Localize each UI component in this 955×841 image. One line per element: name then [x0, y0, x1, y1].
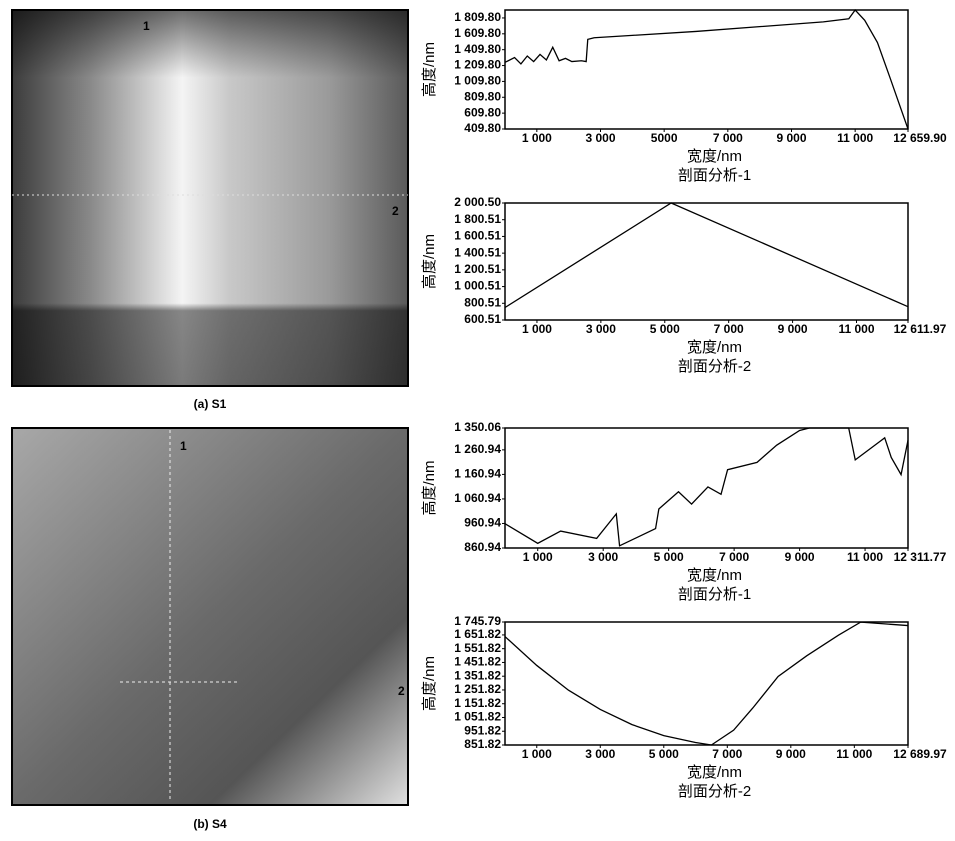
panel-label: (a) S1: [194, 397, 227, 411]
x-tick-label: 1 000: [523, 550, 553, 564]
y-tick-label: 851.82: [464, 737, 501, 751]
y-tick-label: 1 251.82: [454, 682, 501, 696]
y-tick-label: 1 160.94: [454, 467, 501, 481]
x-tick-label: 5 000: [650, 322, 680, 336]
x-tick-label: 9 000: [776, 131, 806, 145]
x-tick-label: 9 000: [785, 550, 815, 564]
y-axis-title: 高度/nm: [421, 656, 438, 711]
y-tick-label: 600.51: [464, 312, 501, 326]
plot-frame: [505, 622, 908, 745]
chart-title: 剖面分析-1: [678, 167, 751, 184]
y-tick-label: 1 000.51: [454, 279, 501, 293]
marker: 2: [398, 684, 405, 698]
y-tick-label: 1 409.80: [454, 42, 501, 56]
x-axis-title: 宽度/nm: [687, 339, 742, 356]
x-tick-label: 12 311.77: [894, 550, 947, 564]
y-tick-label: 1 209.80: [454, 58, 501, 72]
y-tick-label: 800.51: [464, 295, 501, 309]
x-tick-label: 12 659.90: [893, 131, 947, 145]
y-tick-label: 960.94: [464, 516, 501, 530]
plot-frame: [505, 10, 908, 129]
x-tick-label: 3 000: [586, 322, 616, 336]
y-tick-label: 860.94: [464, 540, 501, 554]
x-tick-label: 7 000: [719, 550, 749, 564]
x-axis-title: 宽度/nm: [687, 764, 742, 781]
x-tick-label: 7 000: [714, 322, 744, 336]
y-tick-label: 1 151.82: [454, 696, 501, 710]
profile-line: [505, 10, 908, 129]
y-tick-label: 1 451.82: [454, 655, 501, 669]
profile-line: [505, 622, 908, 745]
y-tick-label: 1 809.80: [454, 10, 501, 24]
y-tick-label: 1 651.82: [454, 627, 501, 641]
chart-title: 剖面分析-2: [678, 783, 751, 800]
x-tick-label: 3 000: [585, 747, 615, 761]
marker: 1: [180, 439, 187, 453]
y-axis-title: 高度/nm: [421, 234, 438, 289]
y-tick-label: 951.82: [464, 723, 501, 737]
chart-title: 剖面分析-2: [678, 358, 751, 375]
y-tick-label: 1 350.06: [454, 420, 501, 434]
y-tick-label: 609.80: [464, 105, 501, 119]
y-tick-label: 1 051.82: [454, 710, 501, 724]
chart-title: 剖面分析-1: [678, 586, 751, 603]
x-tick-label: 12 689.97: [893, 747, 947, 761]
x-tick-label: 7 000: [713, 131, 743, 145]
x-tick-label: 5000: [651, 131, 678, 145]
y-tick-label: 409.80: [464, 121, 501, 135]
y-tick-label: 1 800.51: [454, 212, 501, 226]
x-tick-label: 1 000: [522, 747, 552, 761]
y-tick-label: 1 400.51: [454, 245, 501, 259]
y-tick-label: 1 745.79: [454, 614, 501, 628]
x-axis-title: 宽度/nm: [687, 567, 742, 584]
profile-line: [505, 203, 908, 308]
y-axis-title: 高度/nm: [421, 460, 438, 515]
image-b: [12, 428, 408, 805]
x-tick-label: 3 000: [585, 131, 615, 145]
marker: 2: [392, 204, 399, 218]
y-tick-label: 1 351.82: [454, 668, 501, 682]
y-tick-label: 1 600.51: [454, 229, 501, 243]
x-tick-label: 1 000: [522, 131, 552, 145]
x-tick-label: 7 000: [712, 747, 742, 761]
plot-frame: [505, 203, 908, 320]
figure: 1 2 (a) S1 1 2 (b) S4 1 809.80 1 609.80 1 …: [0, 0, 955, 836]
x-tick-label: 11 000: [847, 550, 883, 564]
y-axis-title: 高度/nm: [421, 42, 438, 97]
panel-label: (b) S4: [193, 817, 227, 831]
x-tick-label: 11 000: [838, 322, 874, 336]
x-tick-label: 12 611.97: [894, 322, 947, 336]
profile-line: [505, 428, 908, 546]
x-tick-label: 5 000: [654, 550, 684, 564]
y-tick-label: 1 060.94: [454, 491, 501, 505]
y-tick-label: 809.80: [464, 89, 501, 103]
marker: 1: [143, 19, 150, 33]
x-tick-label: 11 000: [837, 131, 873, 145]
image-a: [12, 10, 408, 386]
y-tick-label: 1 609.80: [454, 26, 501, 40]
x-tick-label: 1 000: [522, 322, 552, 336]
y-tick-label: 2 000.50: [454, 195, 501, 209]
x-tick-label: 9 000: [778, 322, 808, 336]
x-tick-label: 5 000: [649, 747, 679, 761]
x-tick-label: 3 000: [588, 550, 618, 564]
y-tick-label: 1 260.94: [454, 442, 501, 456]
y-tick-label: 1 200.51: [454, 262, 501, 276]
y-tick-label: 1 551.82: [454, 641, 501, 655]
x-axis-title: 宽度/nm: [687, 148, 742, 165]
y-tick-label: 1 009.80: [454, 74, 501, 88]
x-tick-label: 9 000: [776, 747, 806, 761]
x-tick-label: 11 000: [836, 747, 872, 761]
